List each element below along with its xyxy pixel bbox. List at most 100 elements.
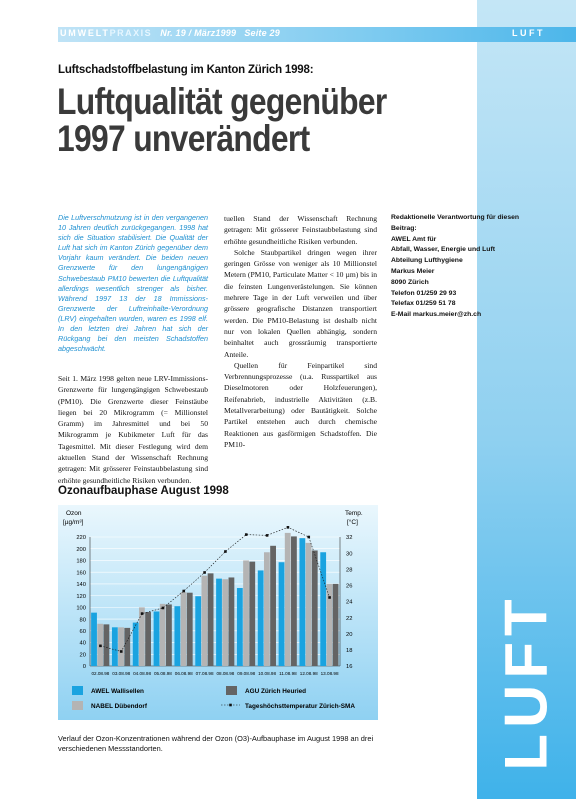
bar bbox=[195, 596, 202, 666]
y2-tick-label: 26 bbox=[346, 584, 352, 590]
y-tick-label: 100 bbox=[76, 606, 86, 612]
bar bbox=[263, 552, 270, 666]
contact-line: Markus Meier bbox=[391, 267, 435, 275]
editorial-contact: Redaktionelle Verantwortung für diesen B… bbox=[391, 213, 519, 321]
y2-tick-label: 20 bbox=[346, 632, 352, 638]
bar bbox=[236, 588, 243, 666]
bar bbox=[207, 573, 214, 666]
bar bbox=[201, 575, 208, 666]
bar bbox=[103, 624, 110, 666]
bar bbox=[320, 552, 327, 666]
bar bbox=[132, 622, 139, 666]
y2-tick-label: 16 bbox=[346, 664, 352, 670]
brand-name-suffix: PRAXIS bbox=[109, 28, 153, 38]
bar bbox=[111, 627, 118, 666]
contact-line: Abteilung Lufthygiene bbox=[391, 257, 463, 265]
y-tick-label: 60 bbox=[80, 629, 86, 635]
bar bbox=[145, 612, 151, 666]
body-paragraph: tuellen Stand der Wissenschaft Rechnung … bbox=[224, 214, 377, 246]
y-tick-label: 40 bbox=[80, 641, 86, 647]
contact-line: E-Mail markus.meier@zh.ch bbox=[391, 311, 482, 319]
y2-tick-label: 32 bbox=[346, 535, 352, 541]
ozone-chart: Ozon [µg/m³] Temp. [°C] 0 20 40 60 80 100 120 140 16… bbox=[58, 505, 378, 720]
bar bbox=[222, 579, 229, 666]
temperature-point bbox=[99, 644, 102, 648]
y-tick-label: 120 bbox=[76, 594, 86, 600]
temperature-point bbox=[203, 571, 206, 574]
legend-label: NABEL Dübendorf bbox=[91, 703, 148, 710]
bar bbox=[153, 611, 160, 666]
bar bbox=[249, 561, 256, 666]
temperature-point bbox=[161, 606, 165, 610]
x-tick-label: 07.08.98 bbox=[196, 671, 214, 676]
y-tick-label: 0 bbox=[83, 664, 86, 670]
temperature-point bbox=[286, 526, 290, 529]
bar bbox=[124, 627, 131, 666]
bar bbox=[270, 545, 276, 666]
bar bbox=[305, 542, 312, 666]
chart-caption: Verlauf der Ozon-Konzentrationen während… bbox=[58, 734, 374, 754]
article-body-column-1: Seit 1. März 1998 gelten neue LRV-Immiss… bbox=[58, 374, 208, 485]
x-tick-label: 12.08.98 bbox=[300, 671, 318, 676]
temperature-point bbox=[119, 650, 123, 653]
article-title: Luftqualität gegenüber 1997 unverändert bbox=[57, 83, 387, 157]
y2-axis-unit: [°C] bbox=[347, 518, 358, 526]
x-tick-label: 04.08.98 bbox=[133, 671, 151, 676]
bar bbox=[159, 603, 166, 666]
chart-title: Ozonaufbauphase August 1998 bbox=[58, 485, 229, 497]
legend-swatch bbox=[72, 686, 83, 695]
page-number: Seite 29 bbox=[244, 28, 280, 38]
body-paragraph: Solche Staubpartikel dringen wegen ihrer… bbox=[224, 247, 377, 359]
body-paragraph: Quellen für Feinpartikel sind Verbrennun… bbox=[224, 360, 377, 449]
y2-tick-label: 24 bbox=[346, 600, 353, 606]
y-tick-label: 80 bbox=[80, 617, 86, 623]
bar bbox=[186, 592, 193, 666]
x-tick-label: 03.08.98 bbox=[112, 671, 130, 676]
y-axis-unit: [µg/m³] bbox=[63, 519, 84, 526]
page-header-bar bbox=[58, 27, 576, 42]
y2-axis-label: Temp. bbox=[345, 510, 363, 517]
x-tick-label: 06.08.98 bbox=[175, 671, 193, 676]
article-body-column-2: tuellen Stand der Wissenschaft Rechnung … bbox=[224, 213, 377, 450]
contact-line: 8090 Zürich bbox=[391, 278, 429, 286]
x-tick-label: 08.08.98 bbox=[216, 671, 234, 676]
section-label: LUFT bbox=[512, 28, 545, 38]
x-tick-label: 10.08.98 bbox=[258, 671, 276, 676]
bar bbox=[216, 578, 222, 666]
bar bbox=[180, 592, 187, 666]
y-tick-label: 140 bbox=[76, 582, 86, 588]
legend-swatch bbox=[226, 686, 237, 695]
x-tick-label: 09.08.98 bbox=[237, 671, 255, 676]
y2-tick-label: 30 bbox=[346, 551, 352, 557]
bar bbox=[174, 606, 181, 666]
bar bbox=[299, 538, 306, 666]
bar bbox=[291, 536, 297, 666]
bar bbox=[166, 604, 172, 666]
contact-line: Abfall, Wasser, Energie und Luft bbox=[391, 246, 495, 254]
bar bbox=[257, 570, 264, 666]
issue-number: Nr. 19 / März1999 bbox=[160, 28, 237, 38]
temperature-point bbox=[307, 535, 311, 539]
legend-swatch bbox=[72, 701, 83, 710]
temperature-point bbox=[140, 612, 144, 615]
temperature-point bbox=[328, 596, 331, 599]
contact-line: Telefax 01/259 51 78 bbox=[391, 300, 456, 308]
x-tick-label: 05.08.98 bbox=[154, 671, 172, 676]
bar bbox=[118, 627, 124, 666]
bar bbox=[284, 532, 291, 666]
bar bbox=[138, 607, 145, 666]
bar bbox=[332, 583, 339, 666]
temperature-line bbox=[100, 526, 330, 652]
y-tick-label: 20 bbox=[80, 652, 86, 658]
bar bbox=[91, 612, 97, 666]
vertical-section-text: LUFT bbox=[492, 593, 560, 771]
legend-label: AWEL Wallisellen bbox=[91, 688, 144, 695]
y2-tick-label: 18 bbox=[346, 648, 352, 654]
y2-tick-label: 28 bbox=[346, 567, 352, 573]
contact-line: AWEL Amt für bbox=[391, 235, 437, 243]
y-axis-label: Ozon bbox=[66, 510, 82, 517]
temperature-point bbox=[224, 550, 227, 553]
bar bbox=[311, 550, 318, 666]
bar bbox=[326, 583, 333, 666]
bar bbox=[278, 562, 285, 666]
